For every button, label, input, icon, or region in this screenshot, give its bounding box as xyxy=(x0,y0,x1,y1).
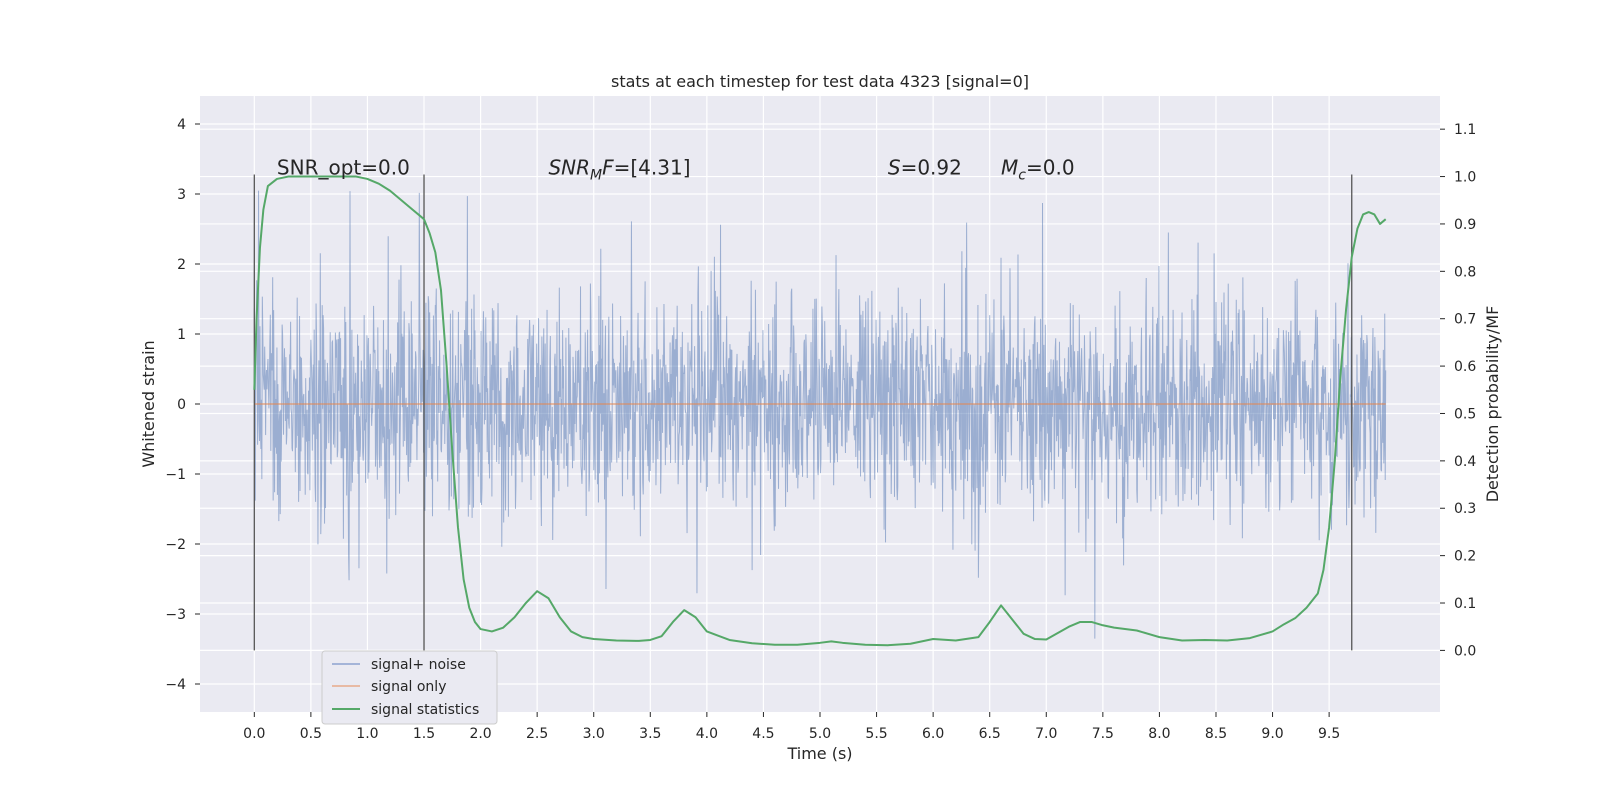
y-right-tick-label: 0.0 xyxy=(1454,643,1476,659)
legend-label-signal-only: signal only xyxy=(371,679,446,695)
chart-title: stats at each timestep for test data 432… xyxy=(611,72,1029,91)
y-left-tick-label: −2 xyxy=(165,537,186,553)
x-tick-label: 0.0 xyxy=(243,726,265,742)
x-tick-label: 2.0 xyxy=(469,726,491,742)
y-axis-right-label: Detection probability/MF xyxy=(1483,306,1502,503)
x-tick-label: 4.0 xyxy=(696,726,718,742)
y-axis-left-label: Whitened strain xyxy=(139,340,158,467)
x-tick-label: 3.0 xyxy=(583,726,605,742)
series-signal-noise xyxy=(253,190,1387,639)
x-tick-label: 8.0 xyxy=(1148,726,1170,742)
x-tick-label: 7.0 xyxy=(1035,726,1057,742)
x-tick-label: 3.5 xyxy=(639,726,661,742)
y-right-tick-label: 0.7 xyxy=(1454,312,1476,328)
x-tick-label: 1.5 xyxy=(413,726,435,742)
x-tick-label: 7.5 xyxy=(1092,726,1114,742)
series-signal-statistics xyxy=(253,175,1387,647)
y-right-tick-label: 1.1 xyxy=(1454,122,1476,138)
x-tick-label: 4.5 xyxy=(752,726,774,742)
x-tick-label: 5.0 xyxy=(809,726,831,742)
x-tick-label: 8.5 xyxy=(1205,726,1227,742)
x-axis-label: Time (s) xyxy=(786,744,852,763)
y-right-tick-label: 0.8 xyxy=(1454,264,1476,280)
annotation-2: S=0.92 xyxy=(888,156,962,180)
y-left-tick-label: −3 xyxy=(165,607,186,623)
annotation-3: Mc=0.0 xyxy=(1001,156,1075,184)
y-right-tick-label: 0.9 xyxy=(1454,217,1476,233)
y-left-tick-label: 4 xyxy=(177,117,186,133)
y-right-tick-label: 0.5 xyxy=(1454,406,1476,422)
y-left-tick-label: 0 xyxy=(177,397,186,413)
y-left-tick-label: 2 xyxy=(177,257,186,273)
y-left-tick-label: −4 xyxy=(165,677,186,693)
x-tick-label: 9.5 xyxy=(1318,726,1340,742)
y-left-tick-label: 3 xyxy=(177,187,186,203)
annotations: SNR_opt=0.0 SNRMF=[4.31] S=0.92 Mc=0.0 xyxy=(277,156,1075,184)
x-tick-label: 5.5 xyxy=(865,726,887,742)
y-right-tick-label: 0.1 xyxy=(1454,596,1476,612)
y-left-tick-label: 1 xyxy=(177,327,186,343)
y-right-tick-label: 0.3 xyxy=(1454,501,1476,517)
x-tick-label: 9.0 xyxy=(1261,726,1283,742)
legend-box xyxy=(321,650,498,725)
legend-label-signal-statistics: signal statistics xyxy=(371,702,479,718)
annotation-1: SNRMF=[4.31] xyxy=(548,156,690,184)
signal-noise-trace xyxy=(253,190,1387,639)
annotation-0: SNR_opt=0.0 xyxy=(277,156,410,180)
legend-label-signal-noise: signal+ noise xyxy=(371,657,466,673)
legend: signal+ noise signal only signal statist… xyxy=(321,650,498,725)
tick-labels: 0.0 0.5 1.0 1.5 2.0 2.5 3.0 3.5 4.0 4.5 5.0 5.5 6.0 6… xyxy=(165,117,1476,742)
x-tick-label: 6.0 xyxy=(922,726,944,742)
x-tick-label: 6.5 xyxy=(979,726,1001,742)
x-tick-label: 1.0 xyxy=(356,726,378,742)
y-right-tick-label: 1.0 xyxy=(1454,170,1476,186)
y-left-tick-label: −1 xyxy=(165,467,186,483)
x-tick-label: 0.5 xyxy=(300,726,322,742)
y-right-tick-label: 0.4 xyxy=(1454,454,1476,470)
x-tick-label: 2.5 xyxy=(526,726,548,742)
signal-statistics-line xyxy=(253,175,1387,647)
y-right-tick-label: 0.6 xyxy=(1454,359,1476,375)
y-right-tick-label: 0.2 xyxy=(1454,549,1476,565)
